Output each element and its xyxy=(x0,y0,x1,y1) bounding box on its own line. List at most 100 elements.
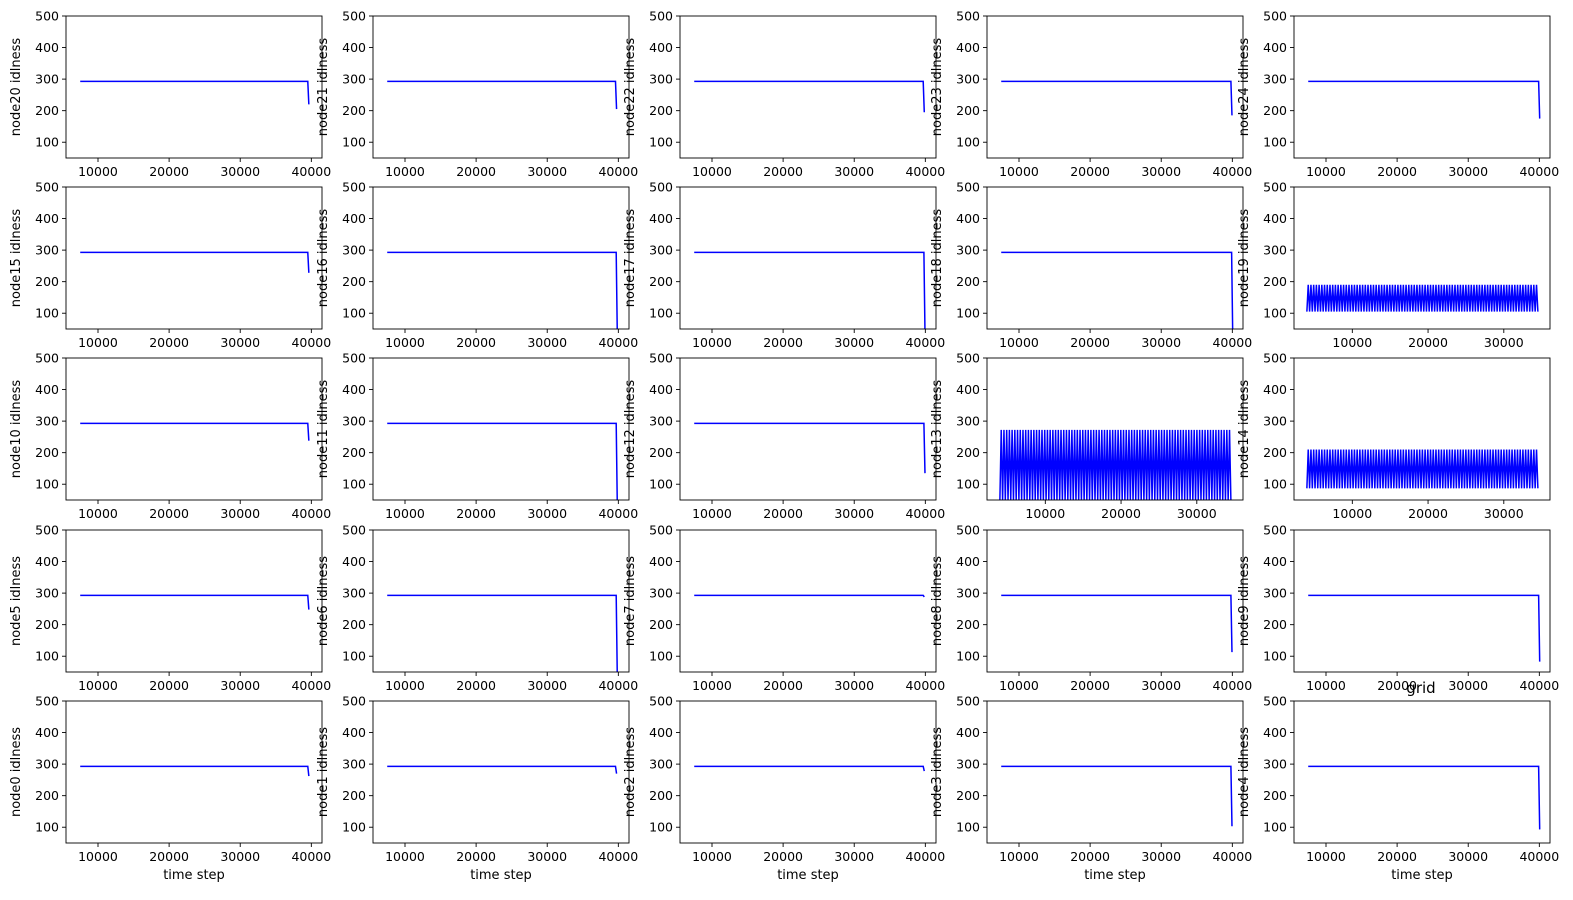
chart-10-xtick-label: 20000 xyxy=(149,506,189,521)
chart-15-ytick-label: 500 xyxy=(35,523,59,538)
chart-4-xtick-label: 10000 xyxy=(1306,164,1346,179)
chart-21-ytick-label: 300 xyxy=(342,757,366,772)
chart-10-series-line xyxy=(80,422,310,441)
chart-16-ytick-label: 100 xyxy=(342,649,366,664)
chart-18-ytick-label: 200 xyxy=(956,617,980,632)
chart-19-axes-frame xyxy=(1293,529,1551,673)
chart-6-xtick-label: 20000 xyxy=(456,335,496,350)
chart-7-xtick-label: 40000 xyxy=(905,335,945,350)
chart-22-ytick-label: 100 xyxy=(649,820,673,835)
chart-5-ytick-label: 400 xyxy=(35,211,59,226)
chart-1-xtick-label: 20000 xyxy=(456,164,496,179)
chart-15-series-line xyxy=(80,594,310,610)
chart-14-axes-frame xyxy=(1293,357,1551,501)
chart-24-xlabel: time step xyxy=(1391,868,1453,883)
chart-6-panel: 100 200 300 400 500 10000 20000 30000 40000 node1… xyxy=(316,180,638,351)
chart-3-ytick-label: 500 xyxy=(956,9,980,24)
chart-21-ytick-label: 100 xyxy=(342,820,366,835)
chart-24-axes-frame xyxy=(1293,700,1551,844)
chart-19-ylabel: node9 idlness xyxy=(1237,556,1252,646)
chart-3-ytick-label: 300 xyxy=(956,72,980,87)
chart-21-ytick-label: 400 xyxy=(342,725,366,740)
chart-12-axes-frame xyxy=(679,357,937,501)
chart-14-ytick-label: 400 xyxy=(1263,382,1287,397)
chart-22-xtick-label: 40000 xyxy=(905,849,945,864)
chart-23-xtick-label: 30000 xyxy=(1141,849,1181,864)
chart-13-axes-frame xyxy=(986,357,1244,501)
chart-2-series-line xyxy=(694,80,926,113)
chart-13-panel: 100 200 300 400 500 10000 20000 30000 node13 idl… xyxy=(930,351,1244,521)
chart-5-xtick-label: 40000 xyxy=(291,335,331,350)
chart-8-panel: 100 200 300 400 500 10000 20000 30000 40000 node1… xyxy=(930,180,1252,351)
chart-0-xtick-label: 30000 xyxy=(220,164,260,179)
chart-9-ytick-label: 200 xyxy=(1263,274,1287,289)
chart-3-ytick-label: 100 xyxy=(956,135,980,150)
chart-11-ytick-label: 500 xyxy=(342,351,366,366)
chart-22-ytick-label: 300 xyxy=(649,757,673,772)
chart-20-panel: 100 200 300 400 500 10000 20000 30000 40000 node0… xyxy=(9,694,331,884)
chart-6-ytick-label: 100 xyxy=(342,306,366,321)
chart-15-xtick-label: 40000 xyxy=(291,678,331,693)
chart-17-ylabel: node7 idlness xyxy=(623,556,638,646)
chart-11-ytick-label: 300 xyxy=(342,414,366,429)
chart-23-ytick-label: 400 xyxy=(956,725,980,740)
chart-7-axes-frame xyxy=(679,186,937,330)
chart-10-ylabel: node10 idlness xyxy=(9,380,24,479)
chart-16-ylabel: node6 idlness xyxy=(316,556,331,646)
chart-6-ytick-label: 400 xyxy=(342,211,366,226)
chart-0-xtick-label: 20000 xyxy=(149,164,189,179)
chart-21-ytick-label: 500 xyxy=(342,694,366,709)
chart-15-ytick-label: 300 xyxy=(35,586,59,601)
chart-11-ylabel: node11 idlness xyxy=(316,380,331,479)
chart-15-ytick-label: 100 xyxy=(35,649,59,664)
chart-5-axes-frame xyxy=(65,186,323,330)
chart-15-ytick-label: 200 xyxy=(35,617,59,632)
chart-11-xtick-label: 30000 xyxy=(527,506,567,521)
chart-19-xtick-label: 40000 xyxy=(1519,678,1559,693)
chart-10-ytick-label: 300 xyxy=(35,414,59,429)
chart-16-xtick-label: 10000 xyxy=(385,678,425,693)
chart-19-ytick-label: 400 xyxy=(1263,554,1287,569)
chart-12-xtick-label: 40000 xyxy=(905,506,945,521)
chart-11-xtick-label: 20000 xyxy=(456,506,496,521)
chart-22-panel: 100 200 300 400 500 10000 20000 30000 40000 node2… xyxy=(623,694,945,884)
chart-4-ytick-label: 500 xyxy=(1263,9,1287,24)
chart-15-xtick-label: 10000 xyxy=(78,678,118,693)
chart-21-xlabel: time step xyxy=(470,868,532,883)
chart-11-series-line xyxy=(387,422,618,500)
chart-21-ytick-label: 200 xyxy=(342,788,366,803)
chart-7-ytick-label: 100 xyxy=(649,306,673,321)
chart-16-axes-frame xyxy=(372,529,630,673)
chart-23-ytick-label: 100 xyxy=(956,820,980,835)
chart-2-ytick-label: 300 xyxy=(649,72,673,87)
chart-13-xtick-label: 10000 xyxy=(1025,506,1065,521)
chart-12-ylabel: node12 idlness xyxy=(623,380,638,479)
chart-22-ytick-label: 500 xyxy=(649,694,673,709)
chart-24-xtick-label: 20000 xyxy=(1377,849,1417,864)
chart-13-ytick-label: 400 xyxy=(956,382,980,397)
chart-23-panel: 100 200 300 400 500 10000 20000 30000 40000 node3… xyxy=(930,694,1252,884)
chart-15-ylabel: node5 idlness xyxy=(9,556,24,646)
chart-15-xtick-label: 30000 xyxy=(220,678,260,693)
chart-18-xtick-label: 30000 xyxy=(1141,678,1181,693)
chart-2-xtick-label: 30000 xyxy=(834,164,874,179)
chart-13-series-line xyxy=(999,429,1232,500)
chart-0-ytick-label: 100 xyxy=(35,135,59,150)
chart-14-panel: 100 200 300 400 500 10000 20000 30000 node14 idl… xyxy=(1237,351,1551,521)
chart-18-axes-frame xyxy=(986,529,1244,673)
chart-11-xtick-label: 40000 xyxy=(598,506,638,521)
chart-3-axes-frame xyxy=(986,15,1244,159)
chart-22-xtick-label: 20000 xyxy=(763,849,803,864)
chart-1-xtick-label: 40000 xyxy=(598,164,638,179)
chart-2-panel: 100 200 300 400 500 10000 20000 30000 40000 node2… xyxy=(623,9,945,180)
chart-20-xtick-label: 40000 xyxy=(291,849,331,864)
chart-7-xtick-label: 10000 xyxy=(692,335,732,350)
chart-20-series-line xyxy=(80,765,310,777)
chart-8-xtick-label: 10000 xyxy=(999,335,1039,350)
chart-20-ytick-label: 400 xyxy=(35,725,59,740)
chart-4-ytick-label: 100 xyxy=(1263,135,1287,150)
chart-8-series-line xyxy=(1001,251,1234,329)
chart-2-ytick-label: 500 xyxy=(649,9,673,24)
chart-12-ytick-label: 500 xyxy=(649,351,673,366)
